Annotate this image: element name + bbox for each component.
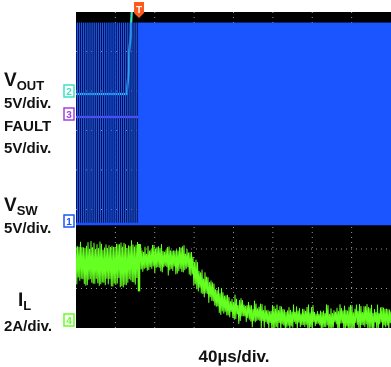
vsw-pulse [122, 22, 125, 224]
vsw-pulse [118, 22, 121, 224]
vsw-pulse [85, 22, 87, 224]
vsw-pulse [93, 22, 95, 224]
marker-number: 4 [66, 316, 72, 327]
trace-layer [76, 12, 391, 328]
vsw-scale: 5V/div. [4, 220, 51, 237]
trace-ch4 [76, 240, 391, 328]
marker-box [63, 84, 75, 98]
vsw-pulse [104, 22, 106, 224]
vsw-pulse [97, 22, 100, 224]
channel-3-marker: 3 [63, 107, 75, 121]
vsw-pulse [137, 22, 139, 224]
vsw-pulse [83, 22, 85, 224]
vout-label: VOUT [4, 70, 44, 93]
timebase-label: 40µs/div. [199, 347, 270, 366]
vsw-pulse [78, 22, 81, 224]
vsw-pulse [76, 22, 79, 224]
vsw-pulse [116, 22, 118, 224]
trigger-marker-label: T [136, 5, 142, 16]
vsw-pulse [133, 22, 135, 224]
vsw-pulse [87, 22, 89, 224]
vsw-pulse [95, 22, 97, 224]
vsw-pulse [99, 22, 102, 224]
vsw-pulse [80, 22, 83, 224]
vsw-pulse [129, 22, 131, 224]
marker-number: 1 [66, 217, 72, 228]
channel-4-marker: 4 [63, 313, 75, 327]
fault-label: FAULT [4, 118, 51, 135]
marker-box [63, 313, 75, 327]
vsw-label: VSW [4, 195, 38, 218]
marker-number: 2 [66, 87, 72, 98]
vsw-pulse [108, 22, 110, 224]
fault-scale: 5V/div. [4, 140, 51, 157]
channel-markers: 2 3 1 4 T [63, 2, 144, 327]
marker-box [63, 107, 75, 121]
vsw-pulse [120, 22, 123, 224]
vout-scale: 5V/div. [4, 95, 51, 112]
channel-2-marker: 2 [63, 84, 75, 98]
vsw-pulse [125, 22, 127, 224]
vsw-pulse [127, 22, 129, 224]
vsw-pulse [106, 22, 108, 224]
trace-ch1 [76, 22, 391, 226]
vsw-pulse [110, 22, 112, 224]
vsw-pulse [112, 22, 114, 224]
vsw-pulse [114, 22, 116, 224]
vsw-pulse [131, 22, 133, 224]
il-label: IL [18, 290, 31, 313]
channel-1-marker: 1 [63, 214, 75, 228]
vsw-pulse [135, 22, 137, 224]
vsw-pulse [91, 22, 93, 224]
marker-box [63, 214, 75, 228]
vsw-pulse [101, 22, 104, 224]
traces [76, 12, 391, 328]
vsw-pulse [89, 22, 91, 224]
il-scale: 2A/div. [4, 318, 52, 335]
trigger-marker-shape [134, 2, 144, 18]
vsw-continuous-switching [139, 22, 391, 224]
trigger-marker: T [134, 2, 144, 18]
marker-number: 3 [66, 110, 72, 121]
